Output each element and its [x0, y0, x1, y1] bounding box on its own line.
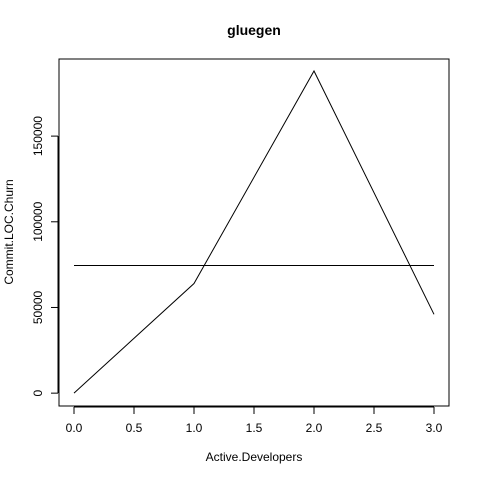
x-axis: 0.0 0.5 1.0 1.5 2.0 2.5 3.0 — [66, 406, 443, 435]
y-tick-label: 0 — [31, 389, 45, 396]
x-tick-label: 3.0 — [426, 421, 443, 435]
chart-title: gluegen — [227, 22, 281, 38]
y-axis-label: Commit.LOC.Churn — [2, 179, 16, 284]
x-tick-label: 0.0 — [66, 421, 83, 435]
y-tick-label: 100000 — [31, 201, 45, 241]
x-axis-label: Active.Developers — [206, 450, 303, 464]
y-tick-label: 150000 — [31, 116, 45, 156]
x-tick-label: 2.5 — [366, 421, 383, 435]
x-tick-label: 2.0 — [306, 421, 323, 435]
series-line — [73, 69, 435, 394]
x-tick-label: 1.0 — [186, 421, 203, 435]
y-tick-label: 50000 — [31, 290, 45, 324]
y-axis: 0 50000 100000 150000 — [31, 116, 59, 396]
x-tick-label: 1.5 — [246, 421, 263, 435]
series-layer — [73, 69, 435, 394]
x-tick-label: 0.5 — [126, 421, 143, 435]
plot-frame — [58, 58, 450, 407]
